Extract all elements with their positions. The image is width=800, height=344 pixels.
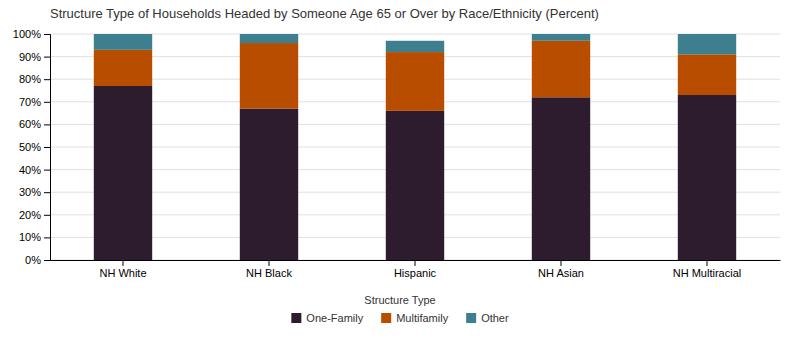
tick-mark bbox=[44, 102, 50, 103]
legend-swatch bbox=[381, 313, 391, 323]
legend-title: Structure Type bbox=[364, 294, 435, 306]
tick-mark bbox=[44, 170, 50, 171]
plot: NH White NH Black Hispanic NH Asian NH Multi… bbox=[13, 28, 781, 279]
bar bbox=[94, 86, 152, 260]
bar bbox=[532, 34, 590, 41]
tick-label: 20% bbox=[19, 209, 41, 221]
tick-mark bbox=[44, 57, 50, 58]
tick-label: NH Black bbox=[246, 267, 292, 279]
series bbox=[94, 34, 736, 54]
bar bbox=[94, 50, 152, 86]
tick-mark bbox=[44, 34, 50, 35]
tick: 10% bbox=[19, 231, 50, 243]
legend-swatch bbox=[291, 313, 301, 323]
tick: 40% bbox=[19, 164, 50, 176]
tick-label: NH White bbox=[99, 267, 146, 279]
bar bbox=[678, 54, 736, 95]
bar bbox=[240, 34, 298, 43]
chart: NH White NH Black Hispanic NH Asian NH Multi… bbox=[0, 0, 800, 344]
bars bbox=[94, 34, 736, 260]
tick-mark bbox=[44, 215, 50, 216]
tick-label: 70% bbox=[19, 96, 41, 108]
tick-label: 80% bbox=[19, 73, 41, 85]
tick: 60% bbox=[19, 118, 50, 130]
grid bbox=[50, 34, 780, 260]
tick-label: 60% bbox=[19, 118, 41, 130]
legend: Structure TypeOne-Family Multifamily Other bbox=[291, 294, 509, 324]
tick: 100% bbox=[13, 28, 50, 40]
bar bbox=[386, 111, 444, 260]
bar bbox=[386, 41, 444, 52]
tick-label: NH Asian bbox=[538, 267, 584, 279]
bar bbox=[240, 109, 298, 260]
title: Structure Type of Households Headed by S… bbox=[50, 6, 599, 21]
tick-mark bbox=[44, 79, 50, 80]
x-axis: NH White NH Black Hispanic NH Asian NH Multi… bbox=[51, 260, 781, 279]
tick: NH Black bbox=[246, 260, 292, 279]
tick-mark bbox=[269, 260, 270, 266]
tick: 70% bbox=[19, 96, 50, 108]
bar bbox=[532, 41, 590, 98]
bar bbox=[532, 97, 590, 260]
tick-mark bbox=[707, 260, 708, 266]
tick-mark bbox=[561, 260, 562, 266]
tick: 30% bbox=[19, 186, 50, 198]
tick: NH Asian bbox=[538, 260, 584, 279]
bar bbox=[386, 52, 444, 111]
tick: 0% bbox=[25, 254, 50, 266]
grid-line bbox=[50, 34, 780, 35]
tick: 20% bbox=[19, 209, 50, 221]
tick-label: 30% bbox=[19, 186, 41, 198]
legend-swatch bbox=[466, 313, 476, 323]
series bbox=[94, 86, 736, 260]
tick: NH Multiracial bbox=[673, 260, 741, 279]
tick-mark bbox=[44, 237, 50, 238]
tick-label: 50% bbox=[19, 141, 41, 153]
tick-mark bbox=[44, 260, 50, 261]
tick: 50% bbox=[19, 141, 50, 153]
legend-item: Other bbox=[466, 312, 509, 324]
tick: 80% bbox=[19, 73, 50, 85]
legend-label: One-Family bbox=[306, 312, 363, 324]
legend-items: One-Family Multifamily Other bbox=[291, 312, 509, 324]
bar bbox=[678, 34, 736, 54]
legend-label: Other bbox=[481, 312, 509, 324]
series bbox=[94, 41, 736, 111]
bar bbox=[678, 95, 736, 260]
bar bbox=[94, 34, 152, 50]
tick-label: Hispanic bbox=[394, 267, 437, 279]
legend-item: Multifamily bbox=[381, 312, 448, 324]
axis-line bbox=[44, 35, 51, 261]
tick-label: 40% bbox=[19, 164, 41, 176]
tick-label: 0% bbox=[25, 254, 41, 266]
tick: Hispanic bbox=[394, 260, 437, 279]
y-axis: 0% 10% 20% 30% 40% 50% 60% 70% 80% 90% 100% bbox=[13, 28, 51, 266]
tick-label: 10% bbox=[19, 231, 41, 243]
tick-label: 90% bbox=[19, 51, 41, 63]
legend-item: One-Family bbox=[291, 312, 363, 324]
tick-mark bbox=[415, 260, 416, 266]
bar bbox=[240, 43, 298, 109]
tick-mark bbox=[44, 147, 50, 148]
tick-label: 100% bbox=[13, 28, 41, 40]
tick: NH White bbox=[99, 260, 146, 279]
legend-label: Multifamily bbox=[396, 312, 448, 324]
tick: 90% bbox=[19, 51, 50, 63]
tick-mark bbox=[44, 192, 50, 193]
tick-mark bbox=[44, 124, 50, 125]
tick-label: NH Multiracial bbox=[673, 267, 741, 279]
tick-mark bbox=[123, 260, 124, 266]
